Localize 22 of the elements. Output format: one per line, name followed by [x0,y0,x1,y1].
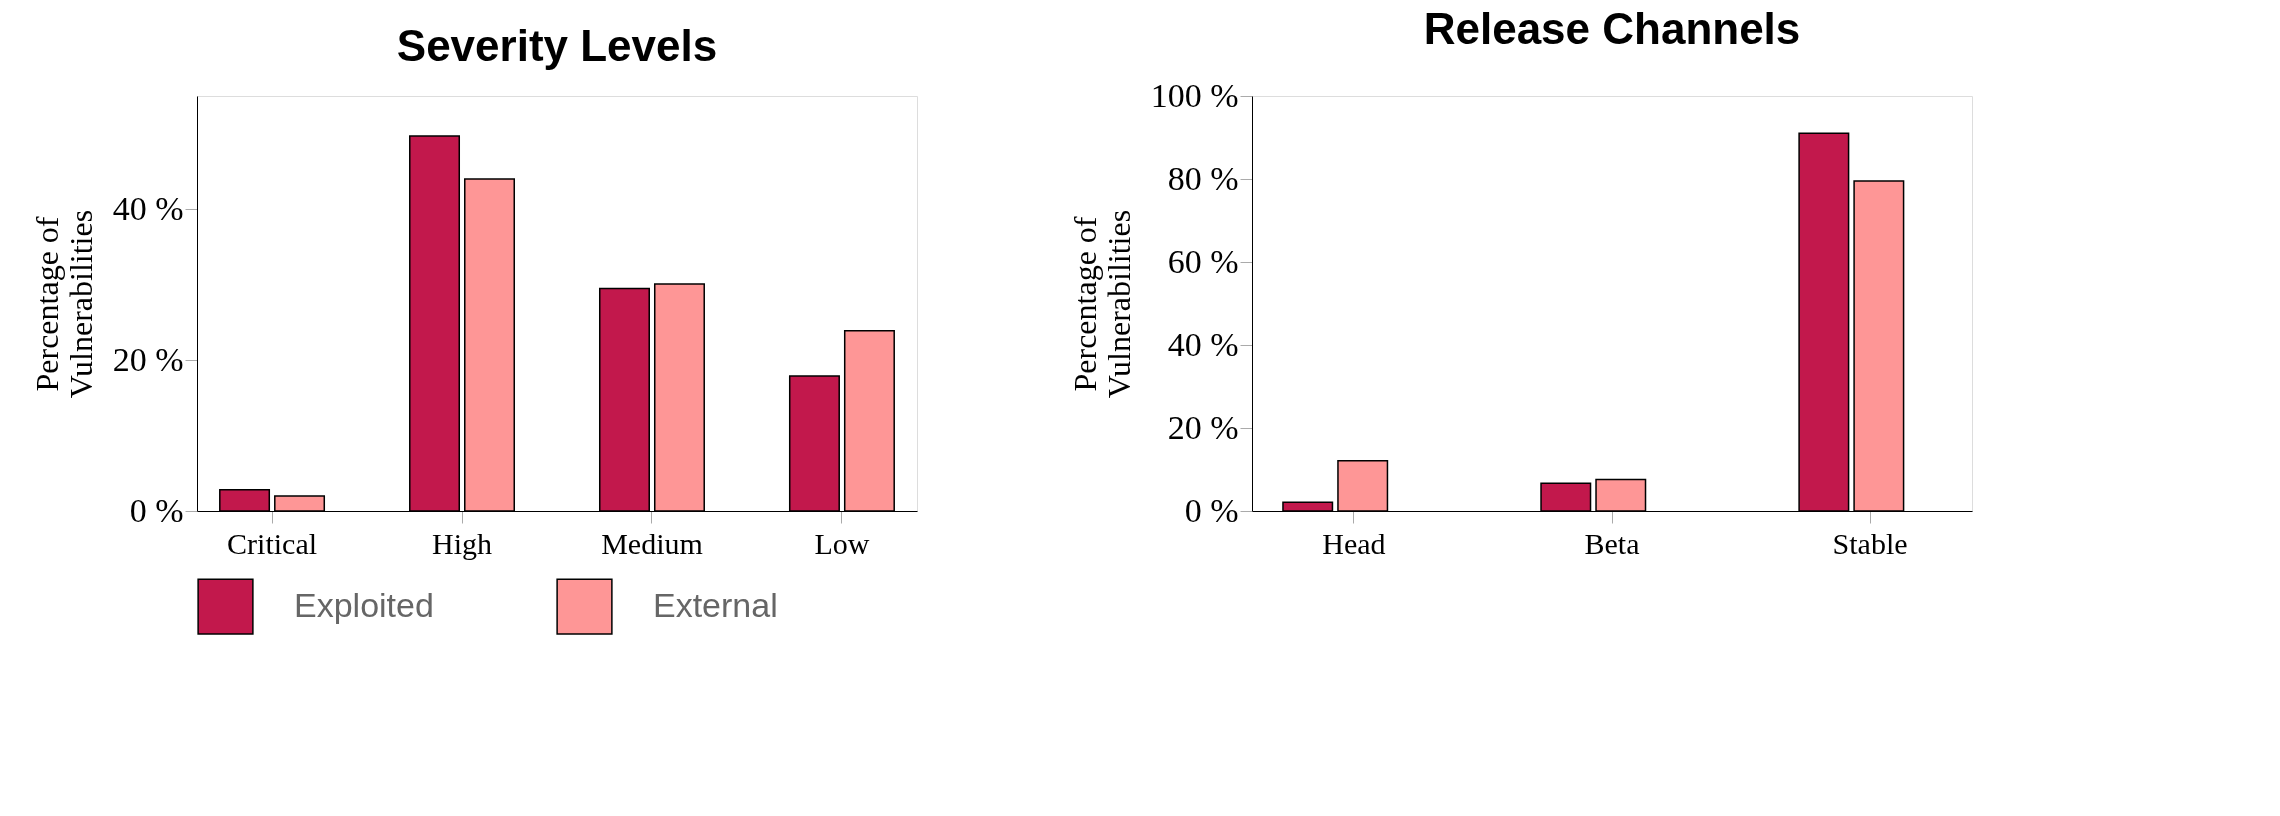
y-tick-label: 60 % [1167,242,1239,280]
y-tick-label: 20 % [1167,408,1239,446]
x-tick-label: Head [1322,526,1386,560]
y-axis-title: Percentage of Vulnerabilities [28,209,99,399]
legend-label: External [653,585,778,624]
legend-label: Exploited [294,585,434,624]
x-tick-label: Critical [227,526,318,560]
x-tick-label: Medium [601,526,703,560]
chart-title: Severity Levels [396,21,718,70]
y-tick-label: 80 % [1167,159,1239,197]
y-axis-title: Percentage of Vulnerabilities [1066,209,1137,399]
x-tick-label: Stable [1832,526,1908,560]
x-tick-label: Beta [1584,526,1640,560]
y-tick-label: 0 % [129,491,184,529]
y-tick-label: 100 % [1150,76,1239,114]
y-tick-label: 40 % [112,189,184,227]
y-tick-label: 40 % [1167,325,1239,363]
chart-title: Release Channels [1423,4,1801,53]
y-tick-label: 0 % [1184,491,1239,529]
x-tick-label: Low [814,526,870,560]
x-tick-label: High [432,526,493,560]
y-tick-label: 20 % [112,340,184,378]
